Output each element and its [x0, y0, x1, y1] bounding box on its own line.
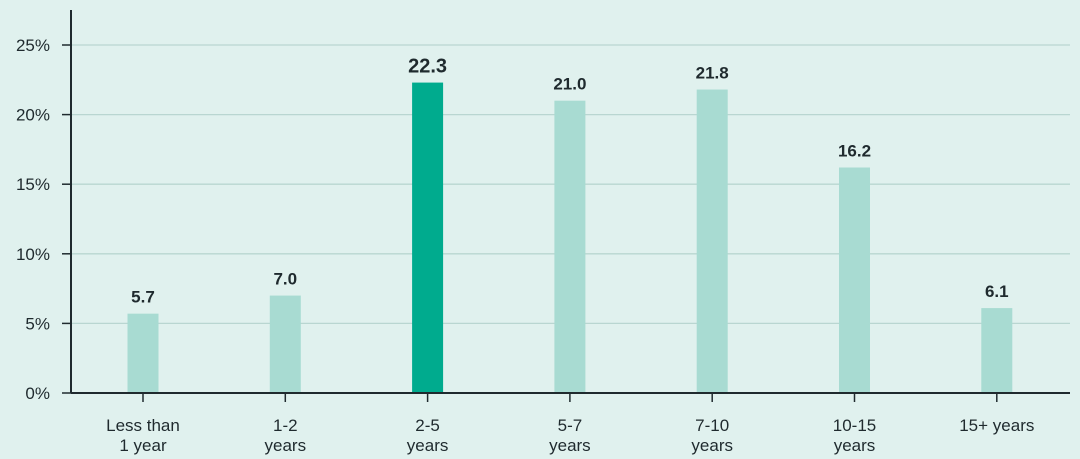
value-label: 21.8 [696, 64, 729, 83]
x-tick-label: years [549, 436, 591, 455]
y-tick-label: 10% [16, 245, 50, 264]
x-tick-label: 7-10 [695, 416, 729, 435]
value-label: 22.3 [408, 56, 447, 78]
x-tick-label: 10-15 [833, 416, 876, 435]
bar [554, 100, 586, 394]
x-tick-label: 5-7 [558, 416, 583, 435]
value-label: 7.0 [273, 270, 297, 289]
y-tick-label: 20% [16, 106, 50, 125]
bar [412, 82, 444, 394]
value-label: 21.0 [553, 75, 586, 94]
value-label: 5.7 [131, 288, 155, 307]
bars [127, 82, 1013, 394]
x-tick-label: Less than [106, 416, 180, 435]
bar [269, 295, 301, 393]
y-tick-label: 0% [25, 384, 50, 403]
x-tick-label: 1-2 [273, 416, 298, 435]
bar [839, 167, 870, 393]
y-tick-label: 15% [16, 175, 50, 194]
x-tick-label: years [691, 436, 733, 455]
bar [696, 89, 728, 393]
x-tick-label: years [265, 436, 307, 455]
bar [981, 308, 1013, 393]
x-tick-label: years [407, 436, 449, 455]
bar [127, 313, 159, 393]
y-tick-label: 25% [16, 36, 50, 55]
x-tick-label: 1 year [119, 436, 167, 455]
value-label: 6.1 [985, 282, 1009, 301]
y-tick-label: 5% [25, 314, 50, 333]
x-tick-label: 15+ years [959, 416, 1034, 435]
value-label: 16.2 [838, 141, 871, 160]
y-axis-ticks: 0% 5% 10% 15% 20% 25% [16, 36, 71, 403]
x-tick-label: 2-5 [415, 416, 440, 435]
x-tick-label: years [834, 436, 876, 455]
value-labels: 5.7 7.0 22.3 21.0 21.8 16.2 6.1 [131, 56, 1008, 307]
